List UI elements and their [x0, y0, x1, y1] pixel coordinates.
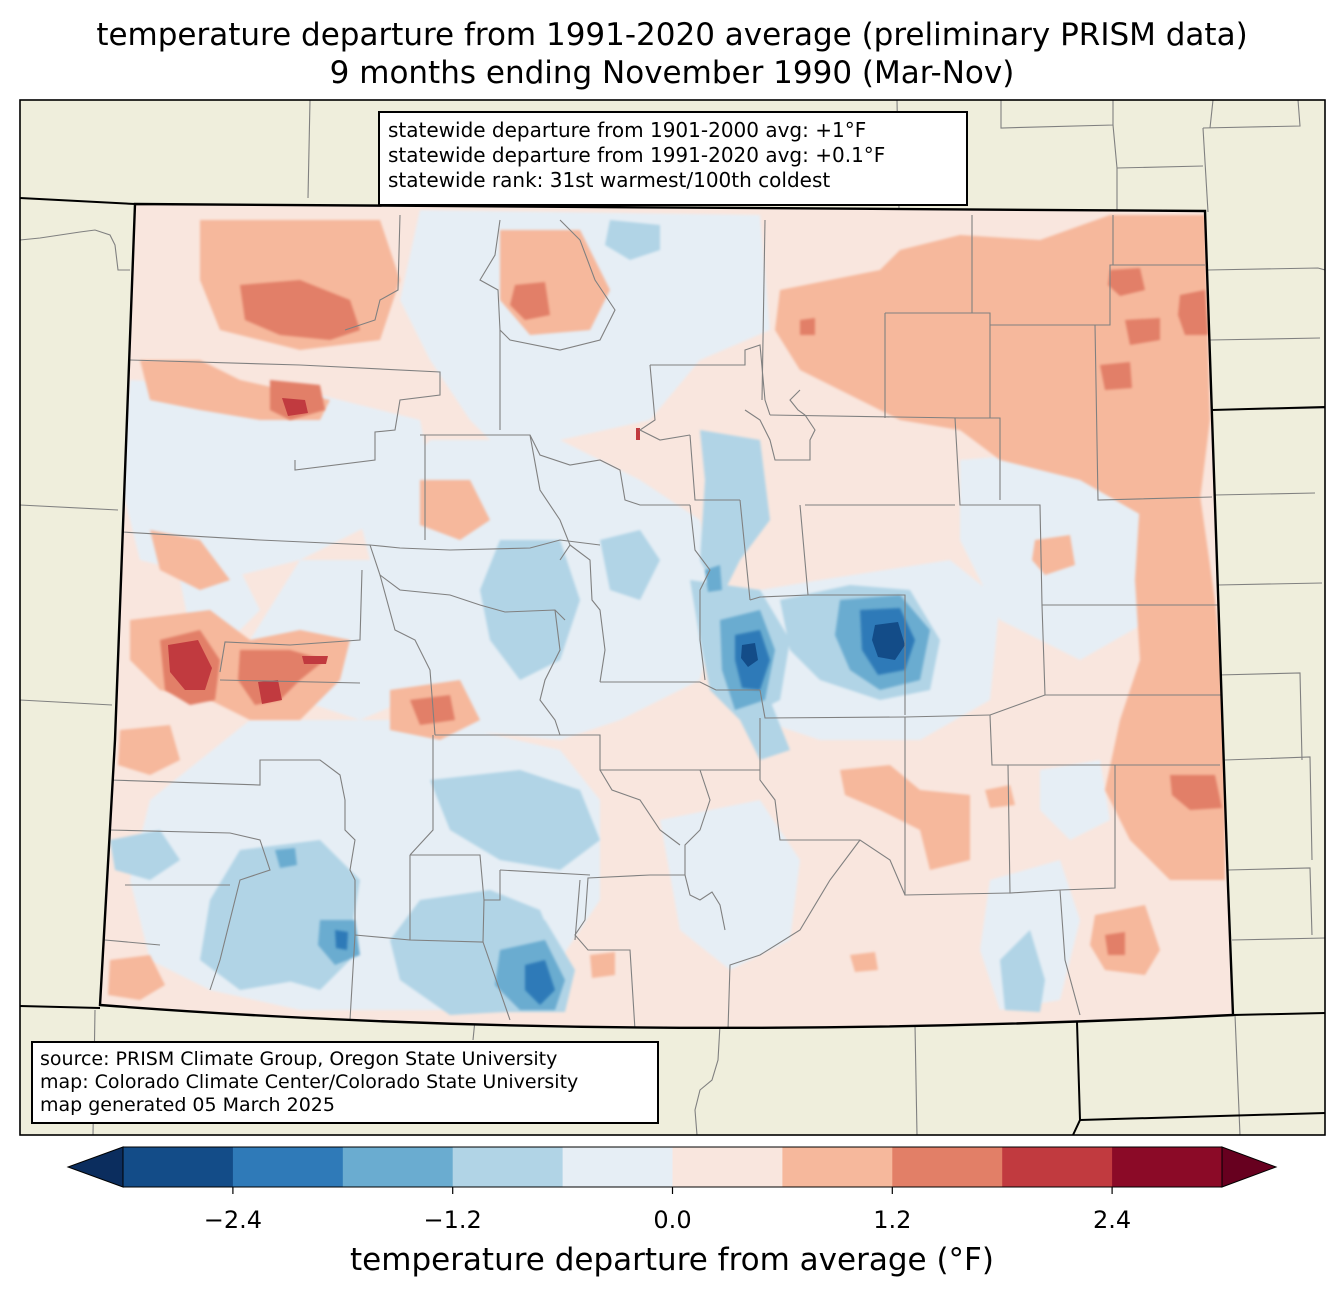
map-title-line1: temperature departure from 1991-2020 ave… [96, 17, 1248, 53]
colorbar-tick-label: −1.2 [423, 1206, 482, 1234]
statewide-stats-box: statewide departure from 1901-2000 avg: … [378, 111, 968, 206]
colorbar-tick-label: 1.2 [873, 1206, 912, 1234]
colorbar-tick-label: 2.4 [1093, 1206, 1132, 1234]
colorbar-label: temperature departure from average (°F) [350, 1242, 994, 1278]
colorbar-bin [672, 1147, 783, 1187]
stats-rank: statewide rank: 31st warmest/100th colde… [388, 168, 831, 192]
neighbor-state-lines [19, 197, 1326, 1136]
colorbar-bin [1112, 1147, 1223, 1187]
colorbar-bin [562, 1147, 673, 1187]
colorbar-extend-high [1221, 1146, 1278, 1188]
colorbar-bin [1002, 1147, 1113, 1187]
colorbar-tick-label: 0.0 [653, 1206, 692, 1234]
map-frame [19, 99, 1326, 1136]
stats-departure-1901-2000: statewide departure from 1901-2000 avg: … [388, 118, 867, 142]
colorbar-bin [782, 1147, 893, 1187]
colorbar [66, 1146, 1278, 1194]
colorbar-bin [123, 1147, 234, 1187]
colorbar-bin [452, 1147, 564, 1187]
colorbar-bin [892, 1147, 1003, 1187]
temperature-field [100, 204, 1233, 1028]
credits-box: source: PRISM Climate Group, Oregon Stat… [31, 1041, 659, 1124]
colorbar-bin [342, 1147, 454, 1187]
credits-generated-date: map generated 05 March 2025 [40, 1094, 335, 1116]
colorbar-extend-low [66, 1146, 124, 1188]
colorado-border [98, 202, 1235, 1030]
county-lines [104, 214, 1222, 1028]
colorbar-tick-label: −2.4 [203, 1206, 263, 1234]
map-title-line2: 9 months ending November 1990 (Mar-Nov) [329, 55, 1015, 91]
credits-source: source: PRISM Climate Group, Oregon Stat… [40, 1048, 558, 1070]
credits-map-author: map: Colorado Climate Center/Colorado St… [40, 1071, 579, 1093]
stats-departure-1991-2020: statewide departure from 1991-2020 avg: … [388, 143, 886, 167]
colorbar-bin [232, 1147, 344, 1187]
